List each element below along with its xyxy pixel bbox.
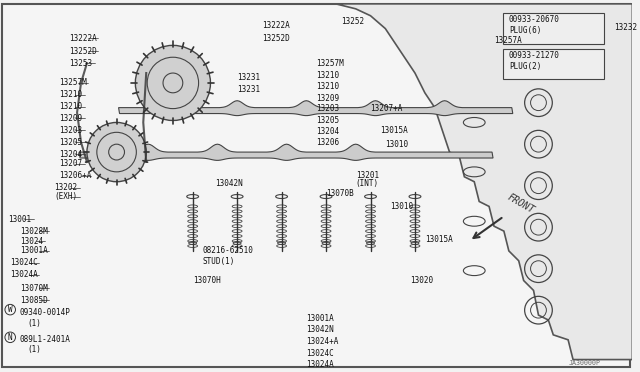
Text: (1): (1) [28,318,42,327]
Text: 13207: 13207 [60,160,83,169]
Text: 13210: 13210 [316,82,339,92]
Text: 13252D: 13252D [69,47,97,56]
FancyBboxPatch shape [2,4,630,368]
Text: 13070H: 13070H [193,276,220,285]
Text: STUD(1): STUD(1) [202,257,235,266]
Text: 13252: 13252 [341,17,364,26]
Text: 13222A: 13222A [262,21,289,30]
Text: 13001A: 13001A [20,246,47,256]
Text: 13206+A: 13206+A [60,171,92,180]
FancyBboxPatch shape [503,49,604,79]
Text: 13252D: 13252D [262,34,289,43]
Text: 13207+A: 13207+A [371,104,403,113]
Text: 13205: 13205 [316,116,339,125]
Text: 13253: 13253 [69,59,92,68]
Text: 13203: 13203 [60,126,83,135]
Text: 089L1-2401A: 089L1-2401A [20,335,70,344]
Text: 13010: 13010 [390,202,413,211]
Text: (EXH): (EXH) [54,192,77,201]
Text: 13042N: 13042N [216,179,243,188]
Polygon shape [336,4,632,360]
Circle shape [87,122,146,182]
Text: 13205: 13205 [60,138,83,147]
Text: 13209: 13209 [316,94,339,103]
Text: PLUG(2): PLUG(2) [509,62,541,71]
Text: 13257A: 13257A [494,36,522,45]
Text: 13024C: 13024C [10,258,38,267]
Text: 13015A: 13015A [425,234,452,244]
FancyBboxPatch shape [503,13,604,44]
Text: 13231: 13231 [237,85,260,94]
Text: N: N [8,333,13,342]
Text: 13203: 13203 [316,104,339,113]
Text: 13232: 13232 [614,23,637,32]
Text: 13028M: 13028M [20,227,47,235]
Text: 13001: 13001 [8,215,31,224]
Text: 13001A: 13001A [307,314,334,323]
Text: 13070B: 13070B [326,189,354,198]
Text: FRONT: FRONT [506,192,536,215]
Text: 13257M: 13257M [60,78,87,87]
Circle shape [135,45,211,121]
Text: (INT): (INT) [356,179,379,188]
Text: 13210: 13210 [316,71,339,80]
Text: 13231: 13231 [237,74,260,83]
Text: 13210: 13210 [60,90,83,99]
Text: 13222A: 13222A [69,34,97,43]
Text: 13024C: 13024C [307,349,334,358]
Polygon shape [79,144,493,160]
Text: 13201: 13201 [356,171,379,180]
Text: JA30000P: JA30000P [569,359,601,366]
Text: 13024A: 13024A [10,270,38,279]
Text: 13024+A: 13024+A [307,337,339,346]
Text: 13209: 13209 [60,114,83,123]
Text: 13204: 13204 [316,127,339,136]
Text: 00933-20670: 00933-20670 [509,15,560,24]
Text: 13020: 13020 [410,276,433,285]
Text: 13015A: 13015A [380,126,408,135]
Text: (1): (1) [28,345,42,354]
Text: 09340-0014P: 09340-0014P [20,308,70,317]
Text: 13202: 13202 [54,183,77,192]
Text: 13010: 13010 [385,140,408,149]
Text: 00933-21270: 00933-21270 [509,51,560,60]
Text: 13024: 13024 [20,237,43,246]
Text: 13085D: 13085D [20,296,47,305]
Text: 13210: 13210 [60,102,83,111]
Polygon shape [118,101,513,116]
Text: 13257M: 13257M [316,59,344,68]
Text: W: W [8,305,13,314]
Text: 13042N: 13042N [307,326,334,334]
Text: 13204: 13204 [60,150,83,158]
Text: 13070M: 13070M [20,284,47,293]
Text: 08216-62510: 08216-62510 [202,246,253,256]
Text: 13206: 13206 [316,138,339,147]
Text: PLUG(6): PLUG(6) [509,26,541,35]
Text: 13024A: 13024A [307,360,334,369]
